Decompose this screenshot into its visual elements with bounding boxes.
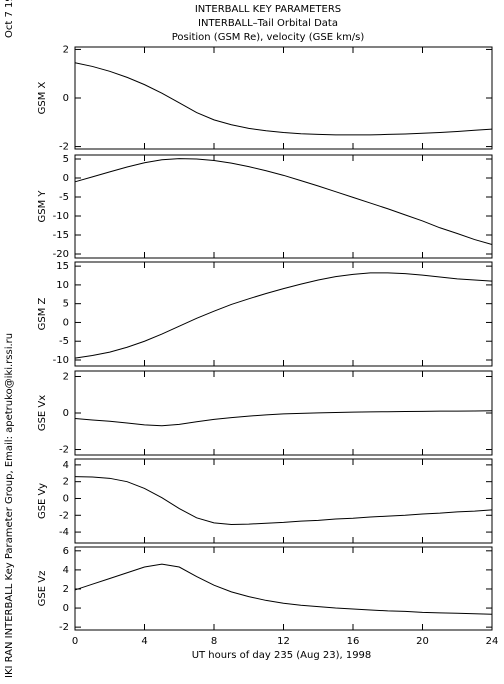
y-tick-label: 2: [63, 371, 69, 382]
y-tick-label: -2: [59, 142, 69, 153]
y-tick-label: -10: [53, 355, 69, 366]
title-line: INTERBALL–Tail Orbital Data: [198, 18, 338, 29]
data-line: [74, 62, 493, 136]
y-tick-label: -2: [59, 445, 69, 456]
y-tick-label: -20: [53, 249, 69, 260]
y-tick-label: 0: [63, 493, 69, 504]
data-line: [74, 410, 493, 427]
date-label: Oct 7 1998: [4, 0, 15, 38]
credit-label: IKI RAN INTERBALL Key Parameter Group, E…: [4, 333, 15, 678]
y-tick-label: 0: [63, 317, 69, 328]
y-tick-label: -5: [59, 192, 69, 203]
y-tick-label: 4: [63, 565, 69, 576]
y-axis-label: GSM Y: [37, 190, 48, 223]
y-tick-label: 10: [56, 280, 69, 291]
y-axis-label: GSM Z: [37, 297, 48, 330]
x-tick-label: 24: [486, 636, 499, 647]
y-tick-label: 0: [63, 603, 69, 614]
y-tick-label: -4: [59, 527, 69, 538]
x-tick-label: 20: [416, 636, 429, 647]
data-line: [74, 476, 493, 526]
y-axis-label: GSE Vy: [37, 483, 48, 519]
data-line: [74, 158, 493, 245]
y-axis-label: GSM X: [37, 81, 48, 114]
x-tick-label: 16: [347, 636, 360, 647]
y-tick-label: -2: [59, 510, 69, 521]
x-tick-label: 4: [141, 636, 147, 647]
y-tick-label: 4: [63, 460, 69, 471]
y-axis-label: GSE Vx: [37, 395, 48, 431]
y-tick-label: 0: [63, 408, 69, 419]
title-line: INTERBALL KEY PARAMETERS: [195, 4, 341, 15]
x-axis-label: UT hours of day 235 (Aug 23), 1998: [192, 650, 372, 661]
y-tick-label: -10: [53, 211, 69, 222]
x-tick-label: 12: [277, 636, 290, 647]
y-tick-label: 5: [63, 299, 69, 310]
y-tick-label: 2: [63, 584, 69, 595]
y-tick-label: 6: [63, 546, 69, 557]
y-tick-label: 2: [63, 44, 69, 55]
y-tick-label: 0: [63, 93, 69, 104]
y-tick-label: -15: [53, 230, 69, 241]
y-axis-label: GSE Vz: [37, 571, 48, 607]
y-tick-label: -5: [59, 336, 69, 347]
y-tick-label: 2: [63, 477, 69, 488]
y-tick-label: 0: [63, 173, 69, 184]
x-tick-label: 8: [211, 636, 217, 647]
title-line: Position (GSM Re), velocity (GSE km/s): [172, 32, 365, 43]
y-tick-label: 5: [63, 154, 69, 165]
y-tick-label: -2: [59, 622, 69, 633]
data-line: [74, 563, 493, 615]
y-tick-label: 15: [56, 261, 69, 272]
data-line: [74, 272, 493, 359]
x-tick-label: 0: [72, 636, 78, 647]
